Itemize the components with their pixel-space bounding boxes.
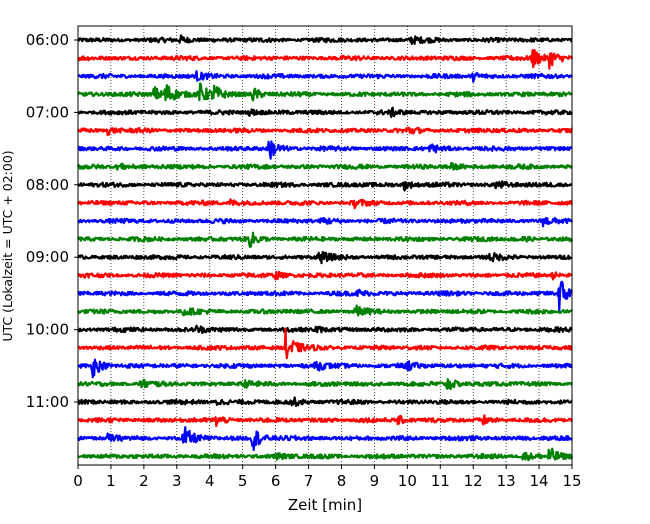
x-tick-label: 5 xyxy=(238,472,248,490)
trace-0745 xyxy=(77,161,573,171)
y-tick-label: 09:00 xyxy=(26,248,69,266)
vertical-gridlines xyxy=(110,26,540,465)
trace-0630 xyxy=(77,70,574,83)
trace-1130 xyxy=(77,426,574,452)
y-axis-ticks: 06:00 07:00 08:00 09:00 10:00 11:00 xyxy=(26,31,78,411)
trace-0930 xyxy=(77,280,574,312)
trace-0815 xyxy=(76,198,573,210)
x-tick-label: 8 xyxy=(337,472,347,490)
y-tick-label: 11:00 xyxy=(26,393,69,411)
x-tick-label: 7 xyxy=(304,472,314,490)
x-tick-label: 14 xyxy=(530,472,549,490)
x-tick-label: 1 xyxy=(106,472,116,490)
trace-0830 xyxy=(77,216,574,228)
trace-1115 xyxy=(77,414,574,428)
trace-0600 xyxy=(77,34,573,46)
trace-0915 xyxy=(77,270,573,281)
x-tick-label: 6 xyxy=(271,472,281,490)
trace-1045 xyxy=(77,378,573,391)
x-tick-label: 10 xyxy=(398,472,417,490)
plot-frame xyxy=(77,25,573,466)
x-tick-label: 4 xyxy=(205,472,215,490)
x-tick-label: 2 xyxy=(139,472,149,490)
x-axis-label: Zeit [min] xyxy=(288,496,362,514)
trace-0615 xyxy=(77,48,574,70)
trace-0945 xyxy=(77,304,573,317)
trace-0900 xyxy=(76,250,573,265)
x-tick-label: 9 xyxy=(370,472,380,490)
trace-0715 xyxy=(76,126,574,137)
x-tick-label: 15 xyxy=(562,472,581,490)
y-tick-label: 07:00 xyxy=(26,103,69,121)
y-axis-label: UTC (Lokalzeit = UTC + 02:00) xyxy=(0,150,15,341)
x-tick-label: 3 xyxy=(172,472,182,490)
trace-1000 xyxy=(76,324,573,335)
y-tick-label: 10:00 xyxy=(26,321,69,339)
seismic-traces xyxy=(76,34,574,462)
trace-0730 xyxy=(77,140,573,160)
trace-1015 xyxy=(77,327,573,360)
trace-1145 xyxy=(77,447,574,462)
x-axis-ticks: 0 1 2 3 4 5 6 7 8 9 10 11 12 13 14 15 xyxy=(73,465,582,490)
trace-0700 xyxy=(77,106,574,119)
x-tick-label: 13 xyxy=(497,472,516,490)
x-tick-label: 11 xyxy=(431,472,450,490)
trace-0845 xyxy=(77,231,574,249)
trace-0800 xyxy=(76,180,573,192)
trace-0645 xyxy=(77,82,573,102)
trace-1100 xyxy=(77,396,573,407)
x-tick-label: 12 xyxy=(464,472,483,490)
trace-1030 xyxy=(77,358,574,379)
x-tick-label: 0 xyxy=(73,472,83,490)
y-tick-label: 06:00 xyxy=(26,31,69,49)
y-tick-label: 08:00 xyxy=(26,176,69,194)
